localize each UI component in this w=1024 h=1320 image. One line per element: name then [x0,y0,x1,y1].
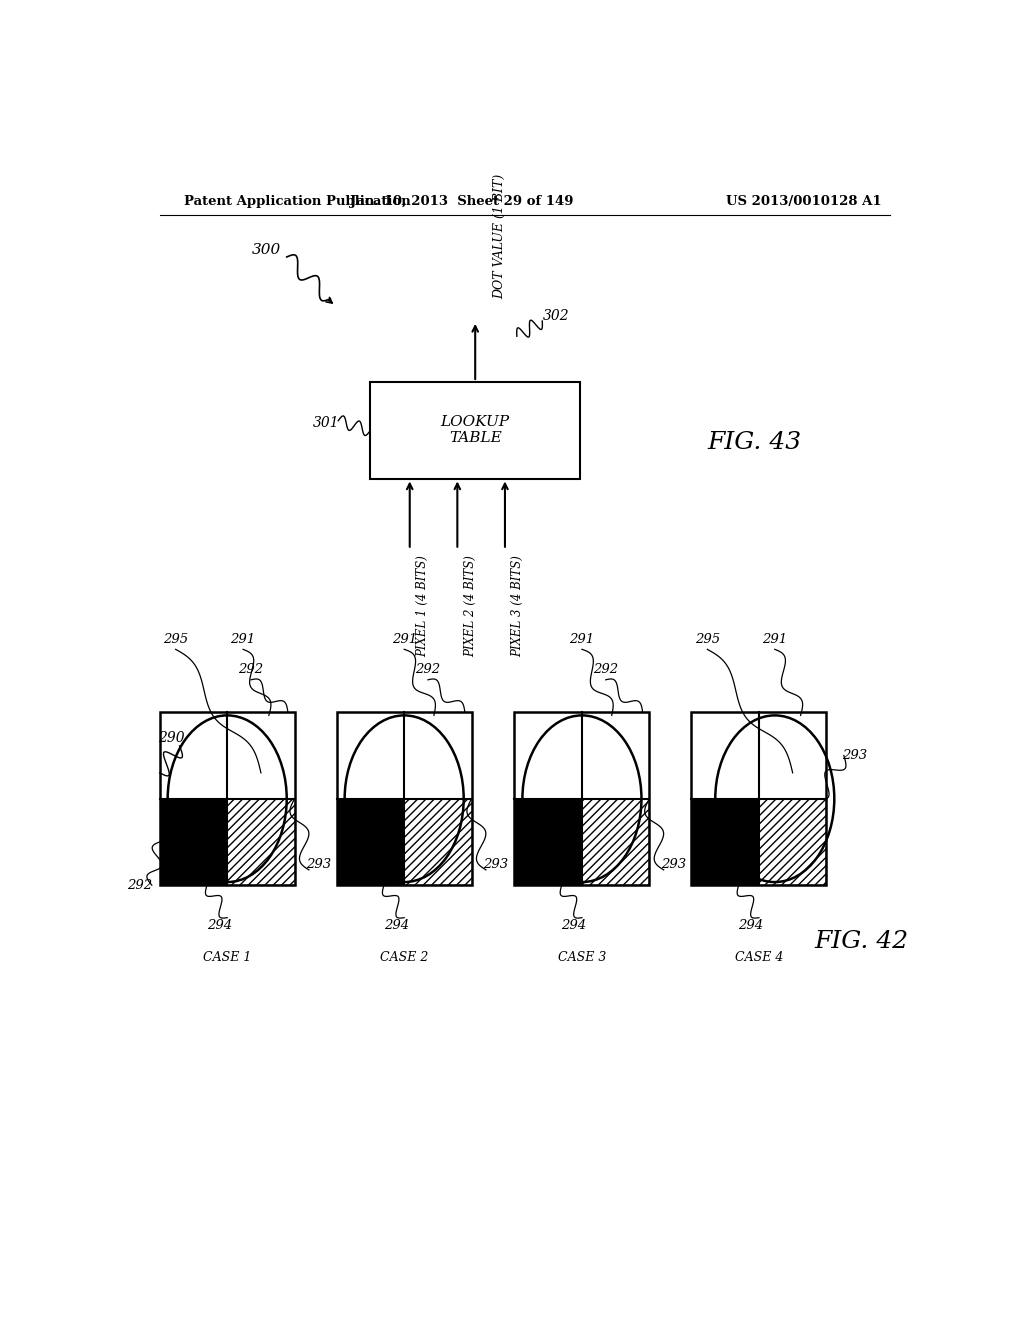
Text: 295: 295 [163,632,188,645]
Text: PIXEL 1 (4 BITS): PIXEL 1 (4 BITS) [416,554,429,656]
Text: 293: 293 [306,858,331,871]
Bar [337,713,472,886]
Bar [759,713,826,799]
Text: 291: 291 [230,632,256,645]
Bar [337,713,404,799]
Text: Jan. 10, 2013  Sheet 29 of 149: Jan. 10, 2013 Sheet 29 of 149 [349,194,573,207]
Text: FIG. 43: FIG. 43 [708,432,802,454]
Text: 294: 294 [738,919,764,932]
Text: 300: 300 [252,243,282,257]
Text: DOT VALUE (1 BIT): DOT VALUE (1 BIT) [493,173,506,298]
Text: CASE 1: CASE 1 [203,952,251,964]
Bar [227,713,295,799]
Text: 292: 292 [127,879,153,891]
Text: CASE 4: CASE 4 [735,952,783,964]
Text: 290: 290 [159,731,185,744]
Text: Patent Application Publication: Patent Application Publication [183,194,411,207]
Text: 301: 301 [313,416,340,430]
Text: CASE 3: CASE 3 [558,952,606,964]
Bar [582,799,649,886]
Bar [691,713,759,799]
Bar [582,713,649,799]
Bar [514,713,582,799]
Text: 293: 293 [660,858,686,871]
Text: 291: 291 [569,632,595,645]
Text: PIXEL 2 (4 BITS): PIXEL 2 (4 BITS) [464,554,477,656]
Text: PIXEL 3 (4 BITS): PIXEL 3 (4 BITS) [511,554,524,656]
Bar [160,713,295,886]
Bar [160,713,227,799]
Bar [160,799,227,886]
Text: LOOKUP
TABLE: LOOKUP TABLE [440,416,510,445]
Bar [227,799,295,886]
Bar [691,713,826,886]
Text: CASE 2: CASE 2 [380,952,428,964]
Bar [514,799,582,886]
Text: 293: 293 [483,858,508,871]
Bar [691,799,759,886]
Text: 294: 294 [207,919,231,932]
Text: 292: 292 [593,663,618,676]
Text: 291: 291 [762,632,787,645]
Bar [404,713,472,799]
Text: 291: 291 [391,632,417,645]
Text: 294: 294 [561,919,587,932]
Bar [404,799,472,886]
Text: 292: 292 [416,663,440,676]
Bar [759,799,826,886]
Text: 294: 294 [384,919,409,932]
Text: 295: 295 [694,632,720,645]
Text: FIG. 42: FIG. 42 [814,929,908,953]
Text: 292: 292 [239,663,263,676]
Text: 302: 302 [543,309,570,323]
Bar [370,381,581,479]
Text: US 2013/0010128 A1: US 2013/0010128 A1 [726,194,882,207]
Bar [514,713,649,886]
Text: 293: 293 [842,748,866,762]
Bar [337,799,404,886]
